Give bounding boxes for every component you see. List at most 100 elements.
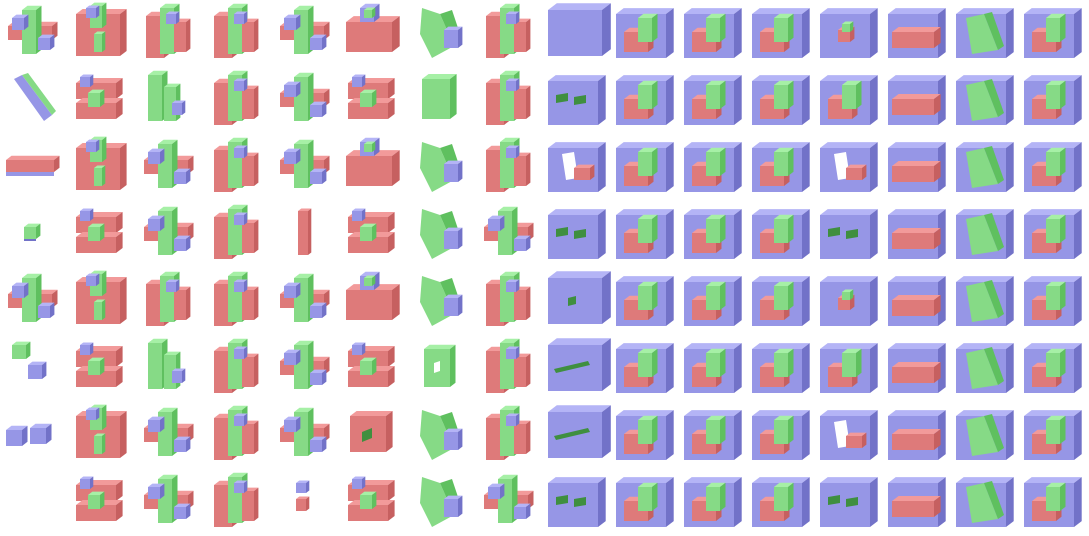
blue-box-side — [602, 338, 611, 391]
render-cell — [544, 268, 612, 335]
green-inner-block-front — [774, 487, 788, 511]
render-cell — [340, 134, 408, 201]
blue-cube-b-front — [30, 428, 46, 444]
blue-box-top — [888, 75, 946, 81]
render-cell — [544, 134, 612, 201]
red-block-2-side — [254, 420, 259, 454]
blue-box-side — [938, 209, 946, 259]
blue-cap-top — [506, 145, 520, 148]
blue-cube-2-side — [322, 101, 327, 117]
red-block-2-side — [254, 487, 259, 521]
red-slab-top-side — [116, 480, 123, 501]
red-inner-block-front — [574, 168, 590, 180]
blue-box-side — [1074, 477, 1082, 527]
green-inner-block-side — [788, 214, 794, 243]
red-block-front — [486, 83, 504, 125]
render-cell — [748, 335, 816, 402]
blue-cube-top — [360, 271, 380, 276]
shape-render — [956, 477, 1014, 527]
green-inner-block-front — [706, 487, 720, 511]
blue-cube-top — [80, 476, 94, 479]
render-cell — [884, 67, 952, 134]
blue-box-side — [666, 75, 674, 125]
blue-cap-side — [244, 279, 248, 292]
blue-corner-front — [86, 8, 96, 18]
render-cell — [748, 201, 816, 268]
box-hole-a — [828, 495, 840, 505]
render-cell — [272, 201, 340, 268]
red-slab-bottom-side — [388, 98, 395, 119]
blue-cube-b-side — [46, 423, 52, 444]
green-bar-top — [294, 407, 314, 412]
blue-box-top — [548, 75, 606, 81]
blue-box-side — [802, 142, 810, 192]
red-slab-bottom-front — [348, 505, 388, 521]
render-cell — [408, 469, 476, 536]
green-inner-block-side — [788, 348, 794, 377]
green-inner-block-side — [1060, 415, 1066, 444]
green-inner-block-top — [842, 80, 862, 85]
blue-cube-top — [488, 215, 505, 219]
render-cell — [408, 134, 476, 201]
blue-cube-2-side — [186, 436, 191, 452]
red-slab-top-side — [388, 346, 395, 367]
red-inner-slab-side — [934, 161, 941, 182]
red-block-2-side — [254, 85, 259, 119]
green-block-top — [160, 3, 180, 8]
green-inner-block-top — [1046, 80, 1066, 85]
shape-render — [146, 3, 191, 59]
green-inner-block-side — [720, 147, 726, 176]
blue-block-side — [458, 160, 463, 182]
box-slot — [554, 361, 590, 373]
green-inner-wedge-side — [984, 414, 1004, 452]
blue-box-front — [548, 215, 598, 259]
green-block-top — [228, 70, 248, 75]
green-inner-block-front — [638, 353, 652, 377]
blue-cube-top — [148, 483, 165, 487]
green-small-cube-front — [24, 227, 36, 239]
blue-box-side — [598, 209, 606, 259]
red-slab-bottom-side — [388, 500, 395, 521]
green-block-top — [500, 70, 520, 75]
shape-render — [616, 276, 674, 326]
green-cube-a-front — [12, 345, 26, 359]
red-inner-slab-top — [892, 228, 941, 233]
shape-render — [820, 276, 878, 326]
blue-corner-top — [86, 5, 100, 8]
red-flat-bar-front — [6, 160, 54, 172]
blue-cube-2-front — [38, 306, 50, 318]
green-inner-block-top — [638, 214, 658, 219]
blue-block-top — [444, 428, 463, 432]
render-cell — [68, 201, 136, 268]
box-slot — [554, 428, 590, 440]
blue-corner-top — [86, 273, 100, 276]
shape-render — [484, 474, 534, 523]
green-inner-wedge — [966, 349, 998, 389]
blue-cube-2-front — [310, 105, 322, 117]
shape-render — [348, 476, 395, 521]
red-block-2-front — [174, 290, 186, 320]
green-link-front — [88, 495, 100, 509]
blue-cube-front — [80, 345, 90, 355]
blue-box-side — [802, 75, 810, 125]
blue-cube-2-top — [310, 369, 327, 373]
red-block-2-front — [514, 424, 526, 454]
blue-box-top — [684, 142, 742, 148]
blue-box-top — [888, 276, 946, 282]
blue-cube-2-side — [50, 34, 55, 50]
red-block-front — [214, 284, 232, 326]
blue-cube-top — [284, 148, 301, 152]
blue-cube-side — [296, 349, 301, 365]
green-inner-wedge-side — [984, 280, 1004, 318]
render-cell — [748, 0, 816, 67]
blue-box-top — [548, 477, 606, 483]
red-inner-slab-side — [934, 496, 941, 517]
blue-cube-2-front — [310, 373, 322, 385]
blue-box-side — [598, 477, 606, 527]
green-small-cube-top — [24, 223, 41, 227]
blue-cube-side — [182, 100, 186, 115]
green-link-side — [372, 223, 377, 241]
red-inner-block-side — [590, 164, 595, 180]
blue-cap-front — [506, 349, 516, 359]
red-block-2-side — [254, 286, 259, 320]
